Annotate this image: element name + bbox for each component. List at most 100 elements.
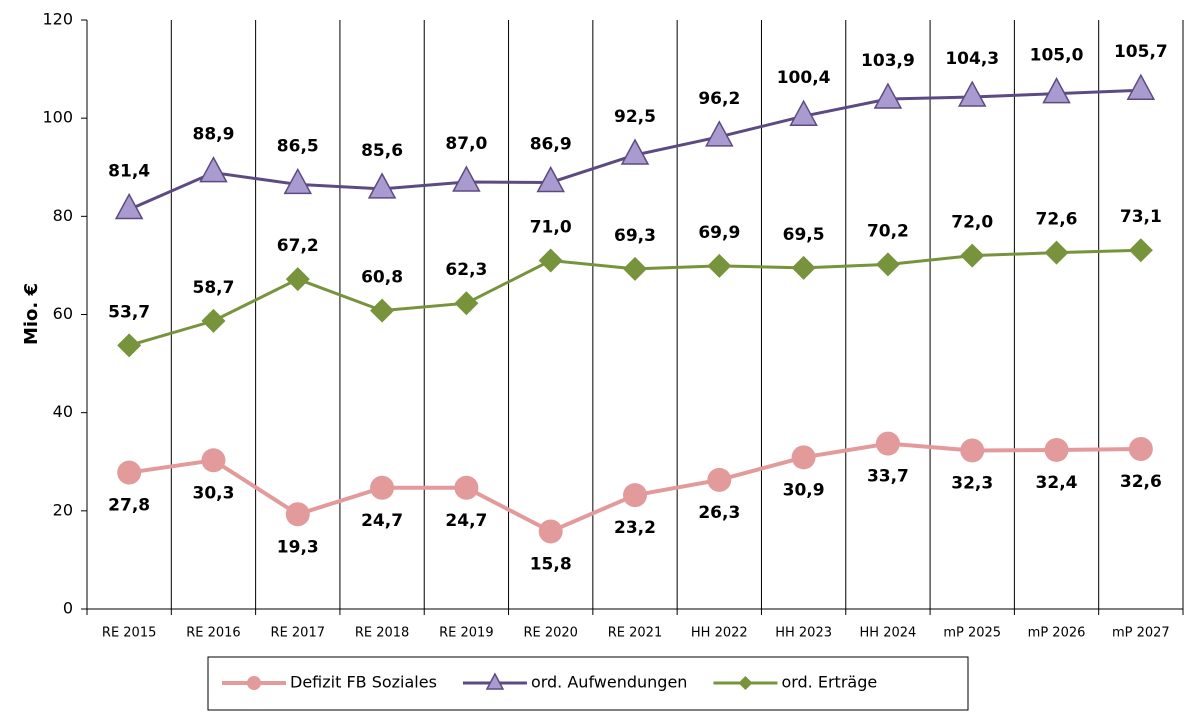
data-label: 33,7	[867, 467, 909, 487]
data-point	[199, 156, 228, 183]
data-point	[960, 243, 985, 268]
data-label: 71,0	[530, 218, 572, 238]
data-point	[454, 291, 479, 316]
data-point	[960, 438, 985, 463]
data-label: 32,4	[1036, 473, 1078, 493]
y-tick-label: 40	[53, 402, 73, 421]
data-label: 104,3	[945, 49, 999, 69]
x-tick-label: HH 2022	[691, 626, 748, 641]
y-tick-label: 100	[42, 108, 73, 127]
data-point	[536, 165, 565, 193]
data-label: 24,7	[361, 511, 403, 531]
data-point	[114, 192, 144, 220]
data-point	[285, 267, 310, 292]
data-label: 103,9	[861, 51, 915, 71]
data-point	[538, 248, 563, 273]
data-point	[957, 80, 987, 107]
data-label: 30,9	[783, 480, 825, 500]
x-tick-label: RE 2020	[523, 626, 577, 641]
data-point	[707, 253, 732, 278]
data-point	[1044, 437, 1069, 462]
y-tick-label: 60	[53, 304, 73, 323]
legend-marker	[247, 676, 261, 690]
y-tick-label: 80	[53, 206, 73, 225]
data-label: 86,9	[530, 134, 572, 154]
data-label: 73,1	[1120, 207, 1162, 227]
x-tick-label: RE 2017	[271, 626, 325, 641]
data-label: 105,7	[1114, 42, 1168, 62]
data-label: 69,5	[783, 225, 825, 245]
data-label: 24,7	[445, 511, 487, 531]
data-point	[875, 431, 900, 456]
data-point	[791, 255, 816, 280]
data-point	[623, 483, 647, 508]
data-label: 69,3	[614, 226, 656, 246]
data-label: 58,7	[192, 278, 234, 298]
data-label: 72,0	[951, 213, 993, 233]
data-label: 60,8	[361, 268, 403, 288]
data-point	[370, 298, 395, 323]
data-point	[623, 256, 647, 281]
data-point	[367, 172, 397, 199]
y-tick-label: 0	[63, 599, 73, 618]
data-point	[1126, 73, 1156, 100]
data-point	[285, 502, 310, 527]
data-label: 105,0	[1030, 46, 1084, 66]
data-label: 70,2	[867, 221, 909, 241]
data-label: 27,8	[108, 496, 150, 516]
data-label: 15,8	[530, 554, 572, 574]
data-label: 26,3	[698, 503, 740, 523]
x-tick-label: HH 2023	[775, 626, 832, 641]
data-point	[117, 460, 142, 485]
data-label: 81,4	[108, 161, 150, 181]
data-label: 32,3	[951, 473, 993, 493]
data-label: 88,9	[192, 125, 234, 145]
x-tick-label: mP 2027	[1112, 626, 1170, 641]
x-tick-label: RE 2015	[102, 626, 156, 641]
data-point	[791, 445, 816, 470]
data-label: 72,6	[1036, 210, 1078, 230]
x-tick-label: RE 2021	[608, 626, 662, 641]
data-label: 32,6	[1120, 472, 1162, 492]
data-point	[875, 252, 900, 277]
data-label: 92,5	[614, 107, 656, 127]
data-point	[538, 519, 563, 544]
data-point	[370, 475, 395, 500]
data-point	[201, 308, 226, 333]
data-point	[707, 467, 732, 492]
x-tick-label: RE 2016	[186, 626, 240, 641]
data-point	[452, 165, 481, 192]
data-point	[1042, 77, 1071, 104]
legend-marker	[485, 672, 505, 690]
data-label: 30,3	[192, 483, 234, 503]
legend-box	[207, 656, 969, 711]
data-point	[117, 333, 142, 358]
data-point	[1128, 238, 1153, 263]
data-label: 86,5	[277, 136, 319, 156]
data-label: 100,4	[777, 68, 831, 88]
data-label: 19,3	[277, 537, 319, 557]
y-tick-label: 120	[42, 10, 73, 29]
data-point	[283, 167, 313, 195]
x-tick-label: HH 2024	[860, 626, 917, 641]
legend-label: Defizit FB Soziales	[290, 673, 437, 692]
data-point	[201, 448, 226, 473]
data-label: 23,2	[614, 518, 656, 538]
data-point	[620, 138, 650, 165]
data-label: 53,7	[108, 302, 150, 322]
x-tick-label: RE 2018	[355, 626, 409, 641]
data-point	[789, 99, 818, 126]
legend-label: ord. Erträge	[781, 673, 877, 692]
legend-label: ord. Aufwendungen	[531, 673, 688, 692]
x-tick-label: mP 2025	[943, 626, 1001, 641]
x-tick-label: mP 2026	[1028, 626, 1086, 641]
y-tick-label: 20	[53, 500, 73, 519]
data-point	[1044, 240, 1069, 265]
data-label: 69,9	[698, 223, 740, 243]
data-label: 85,6	[361, 141, 403, 161]
data-label: 87,0	[445, 134, 487, 154]
data-point	[873, 82, 903, 109]
data-point	[705, 120, 734, 147]
data-point	[454, 475, 479, 500]
